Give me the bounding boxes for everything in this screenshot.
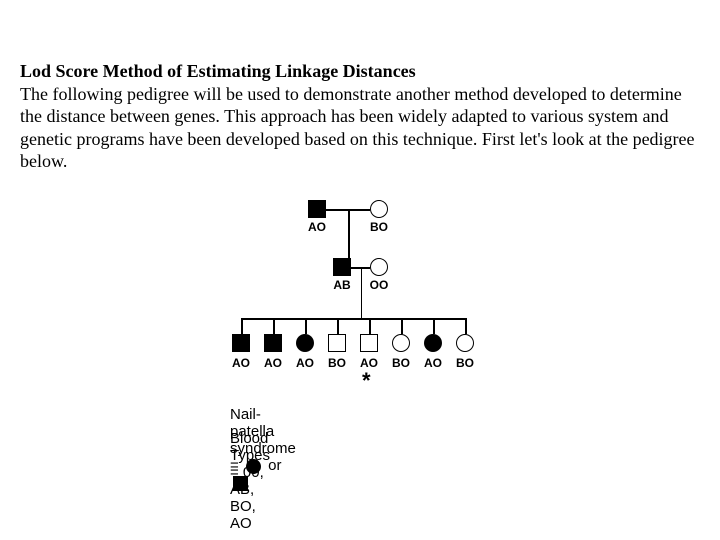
title: Lod Score Method of Estimating Linkage D…	[20, 61, 416, 81]
gen3-label-1: AO	[260, 356, 286, 370]
sib-drop-3	[337, 318, 339, 334]
intro-text: Lod Score Method of Estimating Linkage D…	[20, 60, 700, 173]
gen1-father	[308, 200, 326, 218]
legend-bloodtypes: Blood Types = 00, AB, BO, AO	[230, 430, 270, 532]
sib-drop-0	[241, 318, 243, 334]
gen3-child-1	[264, 334, 282, 352]
gen3-label-3: BO	[324, 356, 350, 370]
gen3-label-0: AO	[228, 356, 254, 370]
gen1-to-gen2-line	[348, 209, 350, 258]
gen3-label-7: BO	[452, 356, 478, 370]
gen2-father	[333, 258, 351, 276]
gen3-label-2: AO	[292, 356, 318, 370]
gen2-father-label: AB	[329, 278, 355, 292]
sib-drop-4	[369, 318, 371, 334]
sib-drop-1	[273, 318, 275, 334]
gen3-child-3	[328, 334, 346, 352]
sibship-bar	[241, 318, 465, 320]
gen3-label-5: BO	[388, 356, 414, 370]
gen3-child-7	[456, 334, 474, 352]
recombinant-star: *	[362, 368, 371, 394]
gen3-child-0	[232, 334, 250, 352]
gen1-mother-label: BO	[366, 220, 392, 234]
sib-drop-2	[305, 318, 307, 334]
sib-drop-6	[433, 318, 435, 334]
sib-drop-7	[465, 318, 467, 334]
gen2-mother-label: OO	[366, 278, 392, 292]
gen3-child-5	[392, 334, 410, 352]
body-text: The following pedigree will be used to d…	[20, 84, 695, 172]
gen3-child-6	[424, 334, 442, 352]
gen3-label-6: AO	[420, 356, 446, 370]
gen1-father-label: AO	[304, 220, 330, 234]
sib-drop-5	[401, 318, 403, 334]
gen2-to-sibbar	[361, 267, 363, 318]
gen3-child-4	[360, 334, 378, 352]
gen2-mother	[370, 258, 388, 276]
gen3-child-2	[296, 334, 314, 352]
gen1-mother	[370, 200, 388, 218]
